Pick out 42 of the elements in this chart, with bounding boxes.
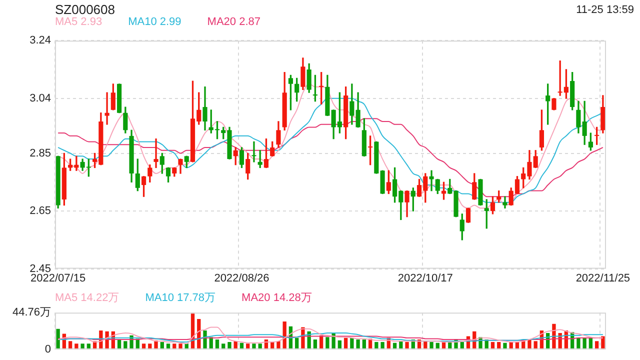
bar (178, 344, 182, 350)
x-tick-label: 2022/07/15 (30, 272, 86, 284)
line-series (58, 326, 604, 344)
bar (203, 330, 207, 350)
bar (276, 341, 280, 350)
y-tick-label: 3.24 (30, 34, 51, 47)
text: MA20 14.28万 (242, 292, 312, 304)
bar (350, 338, 354, 350)
bar (252, 344, 256, 350)
chart-title: SZ000608 (55, 2, 115, 17)
y-tick-label: 2.85 (30, 147, 51, 160)
y-tick-label: 0 (44, 343, 51, 356)
x-tick-label: 2022/11/25 (576, 272, 630, 284)
bar (380, 342, 384, 350)
bar (528, 340, 532, 350)
bar (430, 342, 434, 350)
y-tick-label: 44.76万 (12, 306, 51, 319)
bar (356, 340, 360, 350)
bar (326, 337, 330, 350)
bar (374, 342, 378, 350)
x-tick-label: 2022/08/26 (214, 272, 270, 284)
bar (601, 336, 605, 350)
bar (576, 338, 580, 350)
line-series (58, 332, 604, 342)
text: MA10 2.99 (128, 16, 182, 28)
y-tick-label: 3.04 (30, 92, 51, 104)
y-tick-label: 2.45 (30, 262, 51, 275)
bar (405, 342, 409, 350)
text: 11-25 13:59 (576, 4, 634, 16)
text: MA5 14.22万 (55, 292, 120, 304)
bar (80, 344, 84, 350)
bar (74, 344, 78, 350)
bar (282, 321, 286, 350)
text: MA10 17.78万 (145, 292, 216, 304)
x-tick-label: 2022/10/17 (398, 272, 453, 284)
y-tick-label: 2.65 (30, 205, 51, 218)
bar (582, 338, 586, 350)
text: MA20 2.87 (207, 16, 260, 28)
bar (503, 342, 507, 350)
bar (56, 328, 60, 350)
text: MA5 2.93 (55, 16, 102, 28)
bar (228, 342, 232, 350)
